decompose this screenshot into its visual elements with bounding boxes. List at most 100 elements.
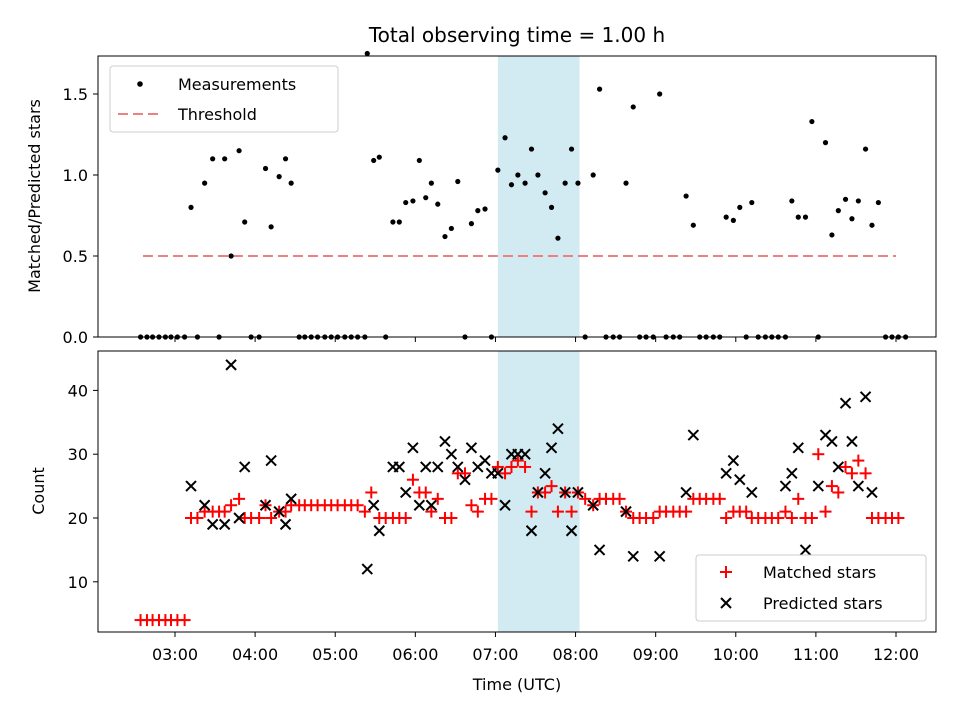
- measurement-point: [242, 219, 248, 225]
- x-tick-label: 11:00: [793, 645, 839, 664]
- matched-star-point: [225, 499, 238, 512]
- measurement-point: [548, 204, 555, 210]
- predicted-star-point: [620, 505, 632, 518]
- measurement-point: [795, 214, 801, 220]
- bottom-y-tick-label: 20: [68, 509, 88, 528]
- measurement-point: [376, 154, 382, 160]
- predicted-star-point: [839, 397, 852, 409]
- legend-measurements-marker: [137, 81, 143, 87]
- predicted-star-point: [532, 486, 544, 499]
- matched-star-point: [892, 512, 905, 524]
- matched-star-point: [491, 460, 504, 473]
- matched-star-point: [740, 505, 753, 518]
- top-y-tick-label: 1.5: [63, 85, 88, 104]
- measurement-point: [416, 157, 422, 164]
- measurement-point: [542, 190, 548, 196]
- measurement-point: [737, 204, 743, 210]
- predicted-star-point: [238, 461, 251, 473]
- measurement-point: [288, 180, 294, 186]
- measurement-point: [596, 86, 603, 92]
- predicted-star-point: [273, 505, 285, 518]
- measurement-point: [435, 201, 441, 207]
- x-tick-label: 10:00: [713, 645, 759, 664]
- predicted-star-point: [413, 499, 426, 511]
- bottom-panel: 03:00 04:00 05:00 06:00 07:00 08:00 09:00 10:00…: [29, 350, 937, 694]
- matched-star-point: [399, 512, 412, 524]
- x-tick-label: 06:00: [392, 645, 438, 664]
- matched-star-point: [792, 492, 805, 505]
- top-legend: Measurements Threshold: [109, 65, 339, 133]
- matched-star-point: [265, 512, 278, 524]
- legend-threshold-label: Threshold: [177, 105, 257, 124]
- measurement-point: [502, 135, 508, 141]
- matched-star-point: [485, 492, 498, 505]
- matched-star-point: [253, 512, 266, 524]
- predicted-star-point: [826, 435, 838, 448]
- bottom-y-tick-label: 40: [68, 381, 88, 400]
- measurement-point: [236, 148, 242, 154]
- top-y-tick-label: 0.0: [63, 328, 88, 347]
- measurement-point: [842, 196, 849, 202]
- measurement-point: [849, 216, 855, 222]
- matched-star-point: [539, 486, 552, 499]
- predicted-star-point: [206, 518, 219, 531]
- top-y-tick-label: 0.5: [63, 247, 88, 266]
- measurement-point: [690, 222, 696, 228]
- predicted-star-point: [367, 499, 380, 511]
- measurement-point: [789, 198, 795, 204]
- predicted-star-point: [572, 486, 584, 499]
- predicted-star-point: [653, 550, 666, 562]
- predicted-star-point: [727, 454, 740, 467]
- predicted-star-point: [593, 544, 606, 556]
- matched-star-point: [551, 505, 564, 518]
- measurement-point: [723, 214, 729, 220]
- predicted-star-point: [459, 474, 471, 486]
- matched-star-point: [839, 460, 852, 473]
- predicted-star-point: [545, 442, 558, 454]
- chart-title: Total observing time = 1.00 h: [368, 23, 665, 47]
- predicted-star-point: [198, 499, 211, 511]
- matched-star-point: [218, 505, 231, 518]
- predicted-star-point: [432, 461, 444, 473]
- predicted-star-point: [519, 448, 531, 460]
- matched-star-point: [647, 512, 660, 524]
- x-tick-label: 07:00: [472, 645, 518, 664]
- x-axis-label: Time (UTC): [472, 675, 561, 694]
- predicted-star-point: [866, 486, 878, 499]
- matched-star-point: [785, 512, 798, 524]
- matched-star-point: [805, 512, 818, 524]
- x-tick-label: 05:00: [312, 645, 358, 664]
- matched-star-point: [406, 473, 419, 486]
- predicted-star-point: [812, 480, 824, 492]
- matched-star-point: [519, 460, 532, 473]
- matched-star-point: [812, 448, 825, 461]
- predicted-star-point: [259, 499, 272, 511]
- matched-star-point: [431, 492, 444, 505]
- predicted-star-point: [799, 544, 812, 556]
- measurement-point: [364, 50, 370, 57]
- matched-star-point: [819, 505, 832, 518]
- measurement-point: [188, 204, 194, 210]
- measurement-point: [623, 180, 629, 186]
- matched-star-point: [351, 499, 364, 512]
- matched-star-point: [720, 512, 733, 524]
- measurement-point: [568, 146, 575, 152]
- matched-star-point: [852, 454, 865, 467]
- predicted-star-point: [687, 429, 700, 441]
- predicted-star-point: [285, 493, 297, 505]
- predicted-star-point: [587, 499, 599, 511]
- predicted-star-point: [425, 499, 438, 511]
- matched-star-point: [565, 505, 578, 518]
- measurement-point: [423, 195, 429, 201]
- predicted-star-point: [552, 422, 564, 435]
- matched-star-point: [859, 467, 872, 480]
- top-y-axis-label: Matched/Predicted stars: [25, 99, 44, 293]
- measurement-point: [228, 253, 234, 259]
- measurement-point: [555, 235, 561, 241]
- predicted-star-point: [407, 442, 419, 454]
- matched-star-point: [845, 467, 858, 480]
- measurement-point: [276, 174, 282, 180]
- predicted-star-point: [859, 391, 872, 403]
- measurement-point: [268, 224, 274, 230]
- predicted-star-point: [559, 486, 571, 499]
